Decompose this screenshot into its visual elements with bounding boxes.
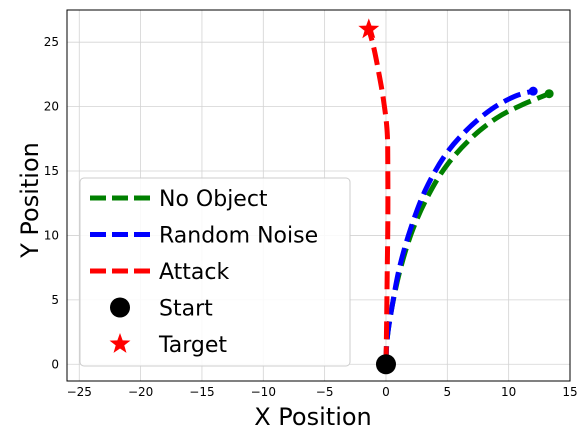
legend-handle-start xyxy=(110,297,130,318)
x-axis-ticks: −25 −20 −15 −10 −5 0 5 10 15 xyxy=(67,385,578,399)
no-object-line xyxy=(383,91,551,365)
legend-label-attack: Attack xyxy=(159,260,229,285)
random-noise-end-point xyxy=(528,86,538,96)
attack-line xyxy=(366,28,391,365)
y-tick-label: 0 xyxy=(51,357,59,371)
x-tick-label: −25 xyxy=(67,385,92,399)
plot-frame xyxy=(66,9,571,382)
x-tick-label: −15 xyxy=(189,385,214,399)
y-tick-label: 15 xyxy=(44,164,59,178)
legend-label-random-noise: Random Noise xyxy=(159,224,318,249)
target-marker xyxy=(358,18,380,39)
no-object-end-point xyxy=(544,89,554,99)
legend-label-target: Target xyxy=(158,333,227,358)
x-tick-label: −10 xyxy=(251,385,276,399)
y-tick-label: 10 xyxy=(44,228,59,242)
series-markers xyxy=(358,18,554,375)
legend-label-no-object: No Object xyxy=(159,187,268,212)
y-axis-title: Y Position xyxy=(16,142,44,259)
y-tick-label: 20 xyxy=(44,100,59,114)
start-marker xyxy=(375,354,396,375)
x-tick-label: −20 xyxy=(128,385,153,399)
x-tick-label: 15 xyxy=(562,385,577,399)
legend-handle-target xyxy=(109,333,131,353)
x-tick-label: 5 xyxy=(443,385,451,399)
x-axis-title: X Position xyxy=(254,403,372,431)
legend: No Object Random Noise Attack Start Target xyxy=(79,177,351,367)
random-noise-line xyxy=(383,88,534,365)
x-tick-label: −5 xyxy=(316,385,334,399)
y-axis-ticks: 0 5 10 15 20 25 xyxy=(44,35,59,371)
legend-label-start: Start xyxy=(159,297,213,322)
x-tick-label: 0 xyxy=(382,385,390,399)
legend-box xyxy=(79,177,351,367)
x-tick-label: 10 xyxy=(501,385,516,399)
series-lines xyxy=(366,28,551,365)
y-tick-label: 25 xyxy=(44,35,59,49)
y-tick-label: 5 xyxy=(51,293,59,307)
